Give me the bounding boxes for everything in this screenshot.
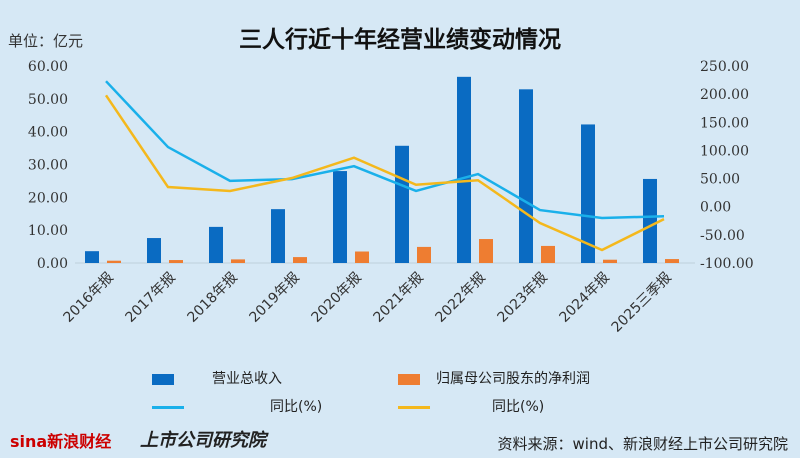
profit-bar — [417, 246, 431, 263]
revenue-bar — [395, 145, 409, 263]
x-tick-label: 2018年报 — [185, 270, 241, 326]
legend-swatch — [398, 405, 430, 409]
y-right-tick-label: 0.00 — [700, 200, 731, 216]
revenue-bar — [147, 238, 161, 263]
profit-bar — [231, 259, 245, 263]
profit-bar — [603, 259, 617, 263]
x-tick-label: 2022年报 — [433, 270, 489, 326]
chart-title: 三人行近十年经营业绩变动情况 — [239, 27, 561, 53]
y-right-tick-label: -50.00 — [700, 228, 745, 244]
x-tick-label: 2025三季报 — [609, 270, 675, 336]
revenue-yoy-line — [105, 80, 665, 220]
revenue-bar — [643, 178, 657, 263]
legend-revenue: 营业总收入 — [152, 368, 282, 388]
x-tick-label: 2023年报 — [495, 270, 551, 326]
legend-label: 归属母公司股东的净利润 — [436, 371, 590, 387]
sina-logo: sina新浪财经 — [10, 432, 112, 451]
profit-bar — [479, 239, 493, 263]
legend-revenue-yoy: 同比(%) — [152, 396, 322, 416]
legend-label: 同比(%) — [492, 399, 545, 415]
institute-logo: 上市公司研究院 — [140, 430, 266, 451]
y-left-tick-label: 10.00 — [28, 223, 68, 239]
y-right-tick-label: 200.00 — [700, 87, 749, 103]
revenue-bar — [333, 171, 347, 263]
y-left-tick-label: 0.00 — [37, 256, 68, 272]
y-right-tick-label: 50.00 — [700, 172, 740, 188]
profit-bar — [665, 259, 679, 263]
x-tick-label: 2016年报 — [61, 270, 117, 326]
unit-label: 单位：亿元 — [8, 32, 84, 50]
legend-profit-yoy: 同比(%) — [398, 396, 544, 416]
legend-swatch — [152, 373, 174, 385]
x-tick-label: 2019年报 — [247, 270, 303, 326]
legend-swatch — [152, 405, 184, 409]
y-left-tick-label: 40.00 — [28, 125, 68, 141]
profit-bar — [541, 245, 555, 263]
profit-bar — [355, 251, 369, 263]
revenue-bar — [519, 89, 533, 263]
profit-bar — [293, 257, 307, 263]
revenue-bar — [209, 226, 223, 263]
y-left-tick-label: 50.00 — [28, 92, 68, 108]
x-tick-label: 2021年报 — [371, 270, 427, 326]
legend-label: 营业总收入 — [212, 371, 282, 387]
y-right-tick-label: 250.00 — [700, 59, 749, 75]
source-note: 资料来源：wind、新浪财经上市公司研究院 — [497, 435, 788, 453]
y-right-tick-label: -100.00 — [700, 256, 754, 272]
legend-label: 同比(%) — [270, 399, 323, 415]
y-left-tick-label: 60.00 — [28, 59, 68, 75]
profit-bar — [169, 260, 183, 263]
y-left-tick-label: 20.00 — [28, 190, 68, 206]
y-right-tick-label: 100.00 — [700, 143, 749, 159]
profit-bar — [107, 260, 121, 263]
y-left-tick-label: 30.00 — [28, 158, 68, 174]
y-right-tick-label: 150.00 — [700, 115, 749, 131]
profit-yoy-line — [104, 94, 665, 252]
revenue-bar — [457, 76, 471, 264]
x-tick-label: 2020年报 — [309, 270, 365, 326]
revenue-bar — [85, 251, 99, 263]
revenue-bar — [271, 209, 285, 263]
legend-swatch — [398, 373, 420, 385]
legend-profit: 归属母公司股东的净利润 — [398, 368, 590, 388]
x-tick-label: 2024年报 — [557, 270, 613, 326]
revenue-bar — [581, 124, 595, 264]
x-tick-label: 2017年报 — [123, 270, 179, 326]
